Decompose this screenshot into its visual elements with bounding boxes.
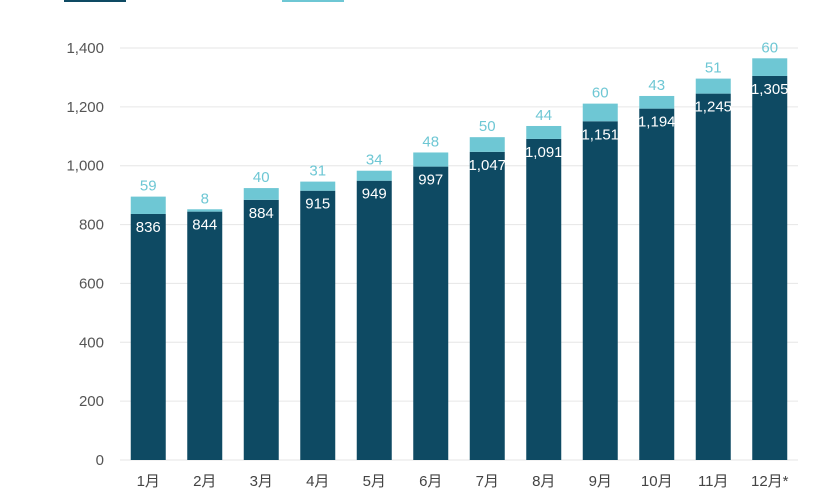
bar-segment-series-1 [243,199,279,460]
data-label-series-2: 50 [479,118,496,135]
x-tick-label: 2月 [193,473,216,488]
bar-segment-series-2 [187,209,223,212]
data-label-series-2: 8 [201,190,209,207]
data-label-series-2: 34 [366,152,383,169]
bar-segment-series-1 [469,151,505,460]
legend-swatch-series-1 [64,0,126,2]
bar-segment-series-1 [695,93,731,460]
y-axis: 0 200 400 600 800 1,000 1,200 1,400 [66,40,104,469]
bar-segment-series-1 [300,190,336,460]
bar-segment-series-2 [243,188,279,200]
bar-segment-series-2 [526,125,562,139]
gridlines [120,47,798,461]
x-tick-label: 9月 [589,473,612,488]
bar-segment-series-2 [130,196,166,214]
data-label-series-2: 60 [761,39,778,56]
data-label-series-2: 48 [422,133,439,150]
bar-segment-series-2 [356,170,392,181]
x-tick-label: 3月 [250,473,273,488]
data-label-series-1: 997 [418,172,443,189]
data-label-series-1: 1,194 [638,114,676,131]
bar-segment-series-1 [752,75,788,460]
x-tick-label: 5月 [363,473,386,488]
x-tick-label: 8月 [532,473,555,488]
x-tick-label: 7月 [476,473,499,488]
bar-segment-series-1 [187,211,223,460]
bar-segment-series-2 [413,152,449,167]
data-label-series-1: 884 [249,205,274,222]
legend-swatch-series-2 [282,0,344,2]
data-label-series-1: 1,151 [581,126,619,143]
bar-segment-series-1 [526,138,562,461]
y-tick-label: 800 [79,217,104,234]
data-label-series-1: 1,245 [694,99,732,116]
bar-segment-series-2 [639,95,675,109]
y-tick-label: 200 [79,393,104,410]
x-axis: 1月 2月 3月 4月 5月 6月 7月 8月 9月 10月 11月 12月* [137,473,789,488]
bar-segment-series-1 [582,121,618,460]
y-tick-label: 400 [79,334,104,351]
data-label-series-2: 59 [140,178,157,195]
data-label-series-1: 915 [305,196,330,213]
bars: 836 59 844 8 884 40 915 31 949 34 997 48 1,047 50 1,09… [130,39,789,461]
bar-segment-series-1 [413,166,449,460]
bar-segment-series-2 [582,103,618,122]
y-tick-label: 1,200 [66,99,104,116]
bar-segment-series-2 [469,137,505,152]
legend [64,0,344,2]
x-tick-label: 6月 [419,473,442,488]
x-tick-label: 1月 [137,473,160,488]
x-tick-label: 11月 [698,473,729,488]
y-tick-label: 600 [79,275,104,292]
data-label-series-2: 40 [253,169,270,186]
data-label-series-2: 60 [592,85,609,102]
data-label-series-1: 1,091 [525,144,563,161]
bar-segment-series-2 [300,181,336,191]
data-label-series-2: 51 [705,60,722,77]
bar-segment-series-1 [356,180,392,461]
data-label-series-1: 844 [192,217,217,234]
bar-segment-series-2 [695,78,731,94]
data-label-series-1: 836 [136,219,161,236]
bar-segment-series-2 [752,58,788,76]
data-label-series-2: 31 [309,163,326,180]
y-tick-label: 0 [96,452,104,469]
data-label-series-1: 1,305 [751,81,789,98]
data-label-series-1: 1,047 [468,157,506,174]
bar-segment-series-1 [639,108,675,460]
bar-segment-series-1 [130,213,166,460]
data-label-series-1: 949 [362,186,387,203]
x-tick-label: 10月 [641,473,673,488]
data-label-series-2: 43 [648,77,665,94]
y-tick-label: 1,400 [66,40,104,57]
x-tick-label: 4月 [306,473,329,488]
data-label-series-2: 44 [535,107,552,124]
y-tick-label: 1,000 [66,158,104,175]
x-tick-label: 12月* [751,473,789,488]
